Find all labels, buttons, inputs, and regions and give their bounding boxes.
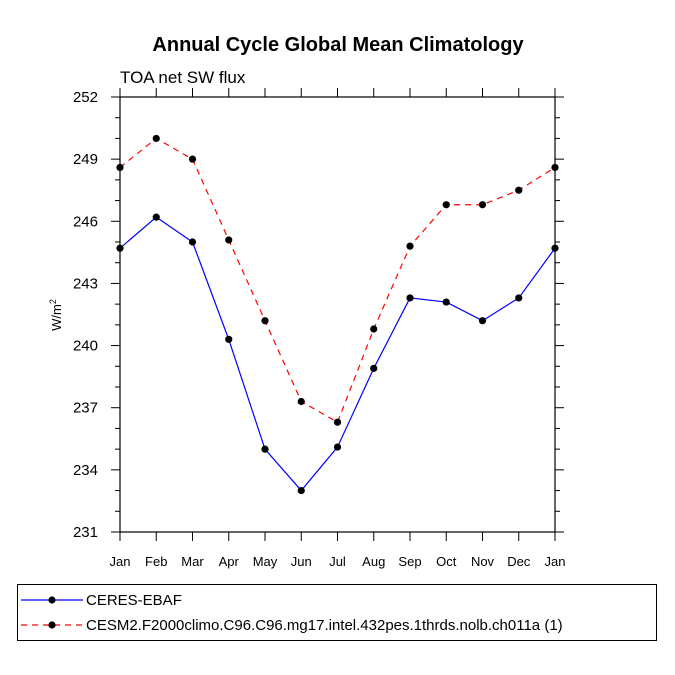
- x-tick-label: Nov: [471, 554, 495, 569]
- y-axis-label-superscript: 2: [48, 299, 58, 304]
- x-tick-label: Mar: [181, 554, 204, 569]
- series-1-point: [225, 335, 233, 343]
- series-2-point: [225, 236, 233, 244]
- x-tick-label: May: [253, 554, 278, 569]
- series-2-point: [116, 163, 124, 172]
- y-axis-label-base: W/m: [49, 304, 64, 331]
- y-tick-label: 243: [73, 275, 98, 292]
- series-2-point: [551, 163, 559, 172]
- x-tick-label: Aug: [362, 554, 385, 569]
- legend: CERES-EBAF CESM2.F2000climo.C96.C96.mg17.…: [17, 584, 657, 641]
- series-2-point: [261, 317, 269, 325]
- series-line-2: [119, 137, 556, 424]
- series-1-point: [406, 294, 414, 302]
- x-tick-label: Oct: [436, 554, 457, 569]
- plot-frame: [119, 96, 556, 533]
- series-2-point: [297, 397, 305, 406]
- y-tick-label: 240: [73, 338, 98, 355]
- series-2-point: [188, 155, 197, 163]
- series-1-point: [478, 317, 487, 325]
- x-tick-label: Jan: [545, 554, 566, 569]
- legend-marker-1: [48, 596, 56, 604]
- series-1-point: [188, 238, 197, 246]
- series-1-point: [261, 445, 269, 453]
- y-tick-label: 246: [73, 213, 98, 230]
- series-1-point: [333, 443, 342, 451]
- series-2-point: [333, 418, 342, 426]
- y-tick-label: 249: [73, 151, 98, 168]
- x-tick-label: Apr: [219, 554, 240, 569]
- y-tick-label: 234: [73, 462, 98, 479]
- series-2-point: [478, 201, 487, 209]
- axes: 231 234 237 240 243 246 249 252 Jan Feb Mar Apr May J…: [73, 88, 566, 569]
- x-tick-label: Sep: [398, 554, 421, 569]
- y-axis-label: W/m2: [48, 299, 64, 331]
- y-tick-label: 237: [73, 400, 98, 417]
- series-1-point: [116, 244, 124, 252]
- chart-subtitle: TOA net SW flux: [120, 68, 246, 87]
- series-group: [116, 134, 559, 495]
- series-2-point: [442, 201, 450, 209]
- y-tick-label: 231: [73, 524, 98, 541]
- series-2-point: [515, 186, 523, 194]
- series-2-point: [152, 134, 160, 143]
- x-tick-label: Jan: [110, 554, 131, 569]
- x-tick-label: Jul: [329, 554, 346, 569]
- y-tick-label: 252: [73, 89, 98, 106]
- legend-box: [17, 584, 657, 641]
- legend-label-2: CESM2.F2000climo.C96.C96.mg17.intel.432p…: [86, 617, 563, 634]
- series-2-point: [370, 325, 378, 333]
- series-1-point: [442, 298, 450, 306]
- series-1-point: [297, 486, 305, 495]
- series-1-point: [370, 364, 378, 372]
- series-1-point: [152, 213, 160, 221]
- x-tick-label: Jun: [291, 554, 312, 569]
- legend-label-1: CERES-EBAF: [86, 592, 182, 609]
- legend-marker-2: [48, 621, 56, 629]
- x-tick-label: Dec: [507, 554, 531, 569]
- chart-title: Annual Cycle Global Mean Climatology: [152, 34, 524, 56]
- series-2-point: [406, 242, 414, 250]
- series-1-point: [515, 294, 523, 302]
- x-tick-label: Feb: [145, 554, 167, 569]
- series-1-point: [551, 244, 559, 252]
